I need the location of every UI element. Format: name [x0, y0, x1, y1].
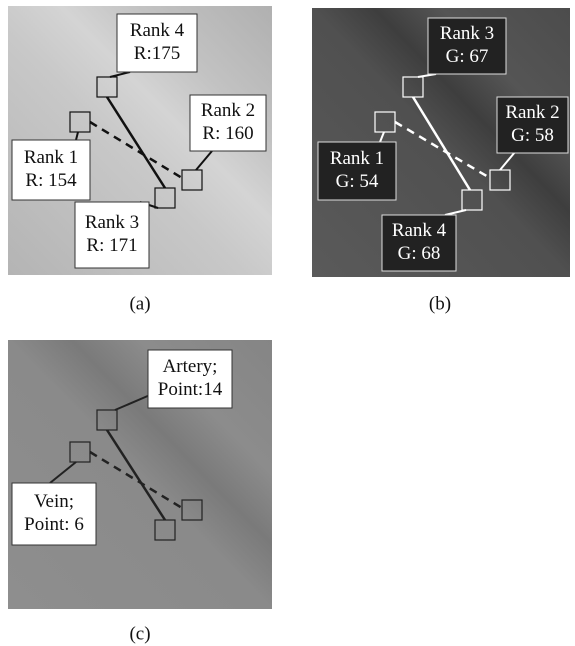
panel-caption: (b)	[429, 293, 451, 314]
label-text: G: 58	[511, 125, 554, 146]
label-text: Rank 2	[505, 102, 559, 123]
label-text: G: 68	[398, 243, 441, 264]
label-text: Rank 1	[24, 147, 78, 168]
panel: Rank 3G: 67 Rank 2G: 58 Rank 1G: 54 Rank 4G…	[312, 8, 570, 314]
label-text: Point:14	[158, 379, 223, 400]
label-text: R: 171	[86, 235, 137, 256]
label-text: Vein;	[34, 491, 74, 512]
label-text: Rank 2	[201, 100, 255, 121]
label-text: G: 54	[336, 171, 379, 192]
page: {"panels": [ {"caption": "(a)", "labels"…	[0, 0, 575, 646]
label-text: R: 160	[202, 123, 253, 144]
label-text: R: 154	[25, 170, 77, 191]
label-text: Rank 1	[330, 148, 384, 169]
label-text: Rank 4	[130, 20, 185, 41]
panel: Artery;Point:14 Vein;Point: 6 (c)	[8, 340, 272, 644]
panel-caption: (c)	[129, 623, 150, 644]
label-text: G: 67	[446, 46, 489, 67]
label-text: Artery;	[163, 356, 218, 377]
label-text: Point: 6	[24, 514, 84, 535]
panel-caption: (a)	[129, 293, 150, 314]
panel: Rank 4R:175 Rank 2R: 160 Rank 1R: 154 Rank …	[8, 6, 272, 314]
label-text: R:175	[134, 43, 180, 64]
label-text: Rank 4	[392, 220, 447, 241]
label-text: Rank 3	[85, 212, 139, 233]
label-text: Rank 3	[440, 23, 494, 44]
figure: Rank 4R:175Rank 2R: 160Rank 1R: 154Rank …	[0, 0, 575, 646]
